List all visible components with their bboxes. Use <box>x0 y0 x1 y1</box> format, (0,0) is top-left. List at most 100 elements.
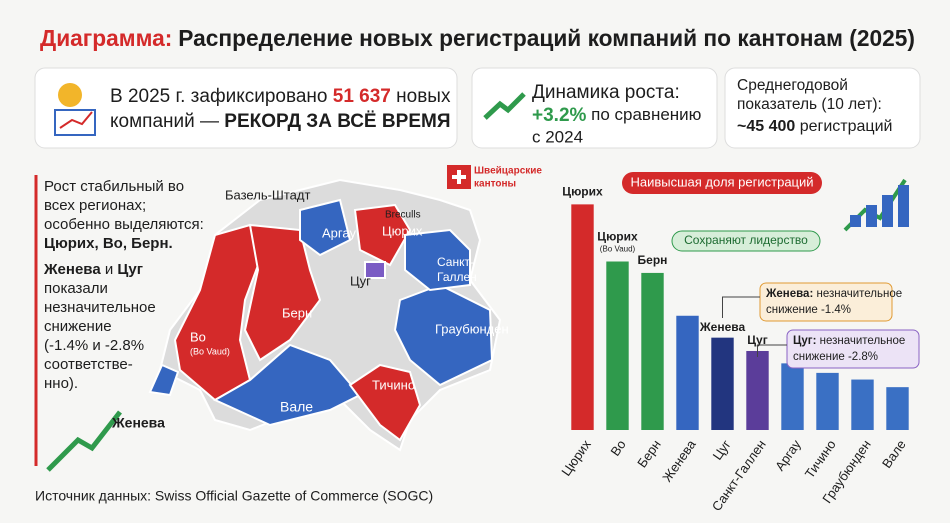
card-box <box>471 67 718 149</box>
canton-ticino <box>348 363 422 442</box>
card-box <box>724 67 921 149</box>
canton-zug <box>364 261 386 279</box>
map-label: Аргау <box>322 225 356 240</box>
map: Швейцарские кантоны Базель-Штадт Breculls… <box>111 165 542 452</box>
bar <box>781 363 804 430</box>
icon-bar <box>850 215 861 227</box>
annotation-pill <box>671 230 821 252</box>
coin-icon <box>58 83 82 107</box>
badge-text: Швейцарские <box>474 166 542 177</box>
canton-valais <box>212 343 362 427</box>
side-text: Рост стабильный во всех регионах; особенно… <box>43 178 204 392</box>
map-label: (Bo Vaud) <box>190 346 230 356</box>
annotation-note: Цуг: незначительное <box>793 335 905 347</box>
bar <box>571 204 594 430</box>
canton-geneva <box>148 363 180 397</box>
canton-zurich <box>353 203 412 267</box>
map-label: Базель-Штадт <box>225 187 310 202</box>
map-label: Breculls <box>385 210 421 221</box>
side-line: нно). <box>44 375 78 392</box>
badge-text: кантоны <box>474 179 516 190</box>
side-line: незначительное <box>44 299 156 316</box>
side-line: (-1.4% и -2.8% <box>44 337 144 354</box>
side-line: Рост стабильный во <box>44 178 184 195</box>
annotation-note: Наивысшая доля регистраций <box>630 174 813 189</box>
card-highlight: +3.2% <box>532 105 587 126</box>
side-part: Женева <box>43 261 101 278</box>
side-line: снижение <box>44 318 112 335</box>
card-text: по сравнению <box>586 105 701 124</box>
side-line: Женева и Цуг <box>43 261 143 278</box>
annotation-head: Берн <box>638 253 668 267</box>
annotation-text: незначительное <box>813 288 902 300</box>
annotation-arrow <box>722 296 760 318</box>
annotation-bold: Женева: <box>765 288 813 300</box>
bar <box>816 372 839 430</box>
map-label: Цуг <box>350 273 371 288</box>
bar <box>606 261 629 430</box>
map-label: Цюрих <box>382 223 423 238</box>
arrow-icon <box>483 92 526 120</box>
category-label: Во <box>607 437 628 459</box>
card-text: +3.2% по сравнению <box>532 105 702 126</box>
map-label: Тичино <box>372 377 415 392</box>
map-label: Берн <box>282 305 312 320</box>
map-label: Галлен <box>437 270 477 284</box>
chart-icon <box>54 109 96 136</box>
annotation-note: снижение -2.8% <box>793 351 878 363</box>
card-text: Динамика роста: <box>532 82 680 103</box>
canton-aargau <box>299 198 352 257</box>
annotation-head: Женева <box>699 320 746 334</box>
title-rest: Распределение новых регистраций компаний… <box>178 25 915 51</box>
annotation-head: Цюрих <box>597 230 638 244</box>
map-label: Во <box>190 329 206 344</box>
side-line: всех регионах; <box>44 197 146 214</box>
annotation-bold: Цуг: <box>793 335 816 347</box>
card: Среднегодовой показатель (10 лет): ~45 4… <box>724 67 921 149</box>
bar <box>676 315 699 430</box>
card-text: ~45 400 регистраций <box>737 118 892 135</box>
card-text: регистраций <box>795 118 892 135</box>
card: Динамика роста: +3.2% по сравнению с 202… <box>471 67 718 149</box>
annotation-arrow <box>757 344 787 357</box>
map-labels: Базель-Штадт Breculls Аргау Цюрих Санкт-Галл… <box>111 187 509 430</box>
title-lead: Диаграмма: <box>40 25 172 51</box>
side-line: показали <box>44 280 108 297</box>
map-label: Вале <box>280 399 313 415</box>
card-box <box>34 67 458 149</box>
card-highlight: 51 637 <box>333 86 391 107</box>
side-part: и <box>101 261 118 278</box>
card-highlight: РЕКОРД ЗА ВСЁ ВРЕМЯ <box>224 111 450 132</box>
annotation-pill <box>622 172 822 194</box>
title: Диаграмма: Распределение новых регистраци… <box>40 25 915 51</box>
card-text: показатель (10 лет): <box>737 96 882 113</box>
annotation-box <box>759 282 893 322</box>
source: Источник данных: Swiss Official Gazette … <box>35 488 433 504</box>
icon-bar <box>866 205 877 227</box>
card-text: компаний — <box>110 111 224 132</box>
bar <box>746 350 769 430</box>
annotation-head: Цуг <box>747 333 767 347</box>
card-text: с 2024 <box>532 127 583 146</box>
card: В 2025 г. зафиксировано 51 637 новых ком… <box>34 67 458 149</box>
annotation-box <box>786 329 920 369</box>
side-line: особенно выделяются: <box>44 216 204 233</box>
side-part: Цуг <box>117 261 143 278</box>
side-bold: Цюрих, Во, Берн. <box>44 235 173 252</box>
card-text: В 2025 г. зафиксировано <box>110 86 333 107</box>
annotation-text: незначительное <box>816 335 905 347</box>
icon-bar <box>898 185 909 227</box>
canton-graubunden <box>393 283 494 387</box>
bar <box>641 272 664 430</box>
map-label: Граубюнден <box>435 321 509 336</box>
annotation-note: Сохраняют лидерство <box>684 233 808 247</box>
side-line: соответстве- <box>44 356 133 373</box>
map-label: Женева <box>111 415 165 431</box>
annotation-head: Цюрих <box>562 185 603 199</box>
card-highlight: ~45 400 <box>737 118 795 135</box>
annotation-note: Женева: незначительное <box>765 288 902 300</box>
bar <box>851 379 874 430</box>
canton-vaud <box>173 223 262 402</box>
annotation-sub: (Bo Vaud) <box>600 245 636 254</box>
